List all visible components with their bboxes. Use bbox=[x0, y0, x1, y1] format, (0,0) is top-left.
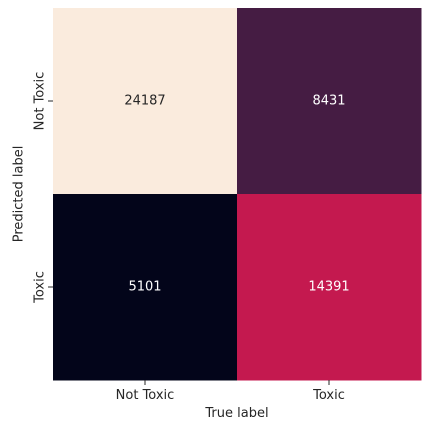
x-axis-label: True label bbox=[204, 406, 268, 421]
y-tick-label: Not Toxic bbox=[33, 72, 48, 131]
y-tick-label: Toxic bbox=[33, 271, 48, 304]
cell-value-label-0-0: 24187 bbox=[124, 94, 165, 109]
heatmap-cells: 24187 8431 5101 14391 bbox=[53, 8, 422, 381]
y-axis-label: Predicted label bbox=[12, 146, 27, 243]
heatmap-cell-0-1 bbox=[237, 8, 422, 195]
x-tick-label: Not Toxic bbox=[116, 388, 175, 403]
cell-value-label-1-1: 14391 bbox=[308, 280, 349, 295]
heatmap-cell-1-1 bbox=[237, 194, 422, 381]
heatmap-cell-0-0 bbox=[53, 8, 238, 195]
cell-value-label-1-0: 5101 bbox=[128, 280, 161, 295]
x-tick-label: Toxic bbox=[312, 388, 345, 403]
y-axis-ticks: Not Toxic Toxic bbox=[33, 72, 53, 304]
cell-value-label-0-1: 8431 bbox=[312, 94, 345, 109]
heatmap-cell-1-0 bbox=[53, 194, 238, 381]
x-axis-ticks: Not Toxic Toxic bbox=[116, 380, 345, 403]
